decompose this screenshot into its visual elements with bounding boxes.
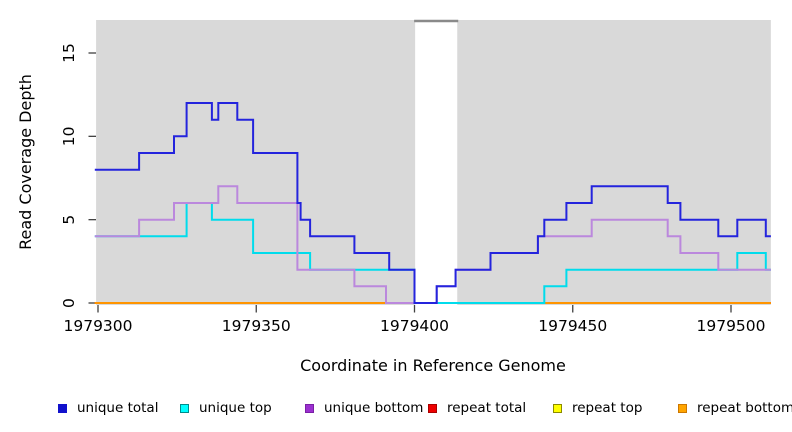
- legend-swatch: [553, 403, 562, 413]
- legend-label: repeat total: [447, 400, 527, 416]
- x-axis-tick-label: 1979450: [538, 317, 607, 335]
- y-axis-tick-label: 10: [60, 126, 78, 146]
- series-line-unique-total: [94, 102, 771, 304]
- legend-label: repeat top: [572, 400, 643, 416]
- legend-item-unique-bottom: unique bottom: [305, 398, 423, 418]
- x-axis-tick-label: 1979350: [222, 317, 291, 335]
- x-axis-tick-label: 1979400: [380, 317, 449, 335]
- legend-swatch: [428, 403, 437, 413]
- legend-item-repeat-bottom: repeat bottom: [678, 398, 792, 418]
- gap-band: [415, 20, 458, 305]
- x-axis-title: Coordinate in Reference Genome: [300, 356, 566, 375]
- legend-item-repeat-top: repeat top: [553, 398, 642, 418]
- legend-swatch: [678, 403, 687, 413]
- legend-swatch: [305, 403, 314, 413]
- plot-canvas: 1979300 1979350 1979400 1979450 1979500 0 5 10 1…: [16, 19, 771, 375]
- y-axis-tick-label: 5: [60, 215, 78, 225]
- legend-item-repeat-total: repeat total: [428, 398, 526, 418]
- legend-swatch: [58, 403, 67, 413]
- y-axis-tick-label: 15: [60, 43, 78, 63]
- legend-swatch: [180, 403, 189, 413]
- legend-label: unique top: [199, 400, 272, 416]
- legend-label: repeat bottom: [697, 400, 792, 416]
- legend-label: unique bottom: [324, 400, 424, 416]
- legend-item-unique-total: unique total: [58, 398, 158, 418]
- y-axis-title: Read Coverage Depth: [16, 74, 35, 250]
- legend: unique total unique top unique bottom repea…: [0, 398, 792, 424]
- legend-label: unique total: [77, 400, 159, 416]
- x-axis-tick-label: 1979300: [63, 317, 132, 335]
- legend-item-unique-top: unique top: [180, 398, 272, 418]
- y-axis-tick-label: 0: [60, 298, 78, 308]
- x-axis-tick-label: 1979500: [696, 317, 765, 335]
